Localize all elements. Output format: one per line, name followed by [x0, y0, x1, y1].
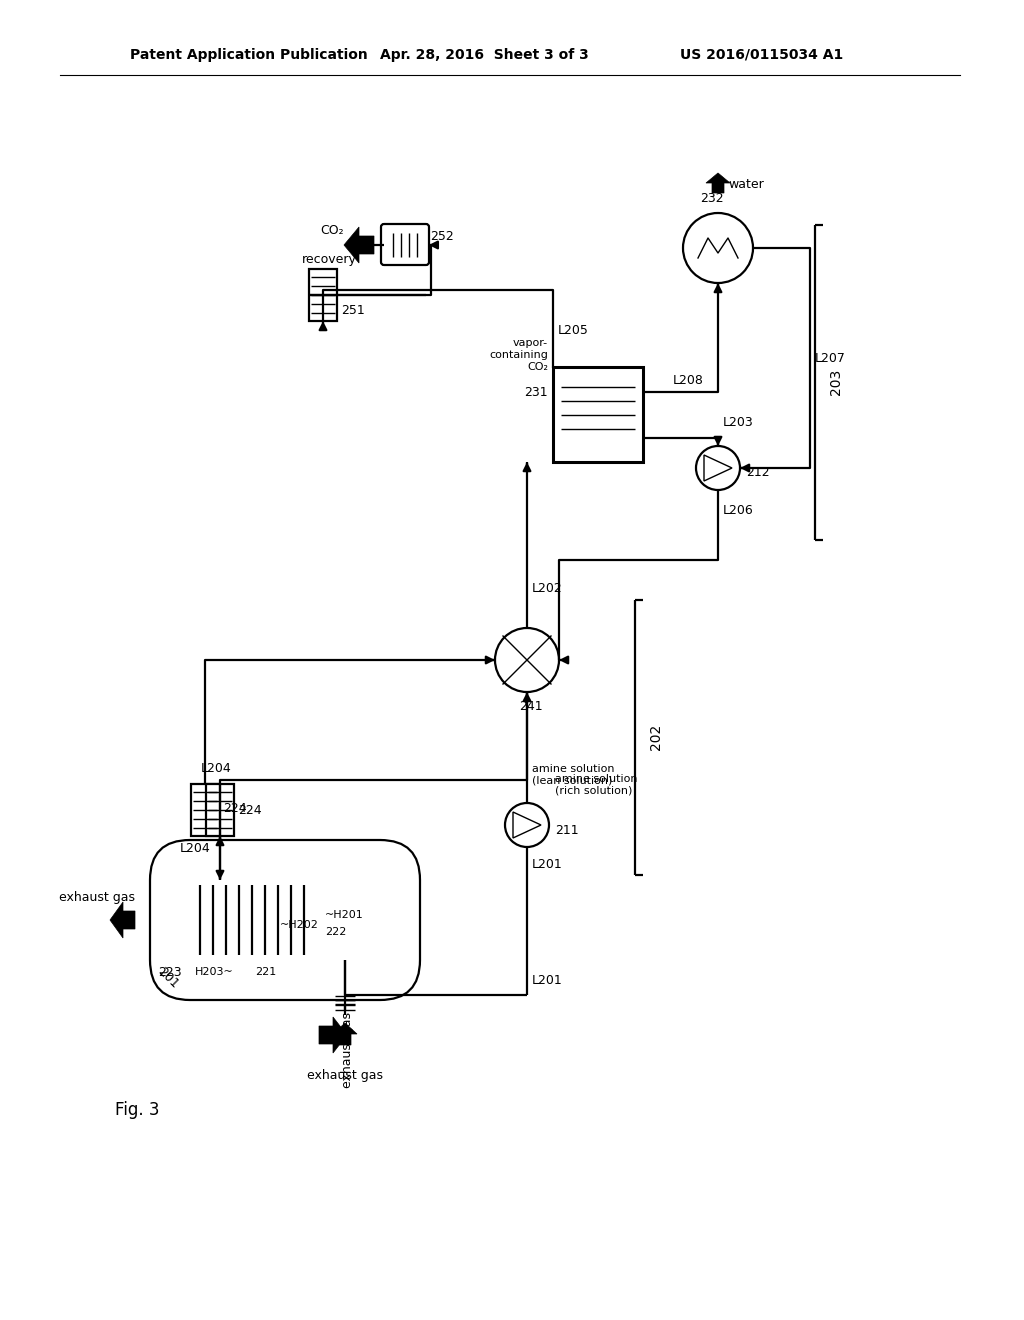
Text: 212: 212: [746, 466, 770, 479]
Text: recovery: recovery: [301, 253, 356, 267]
Text: water: water: [728, 178, 764, 191]
Text: exhaust gas: exhaust gas: [341, 1012, 354, 1088]
Bar: [553, 367, 643, 462]
Text: vapor-
containing
CO₂: vapor- containing CO₂: [489, 338, 548, 372]
Text: H203~: H203~: [195, 968, 233, 977]
Bar: [309, 269, 337, 321]
Text: amine solution
(lean solution): amine solution (lean solution): [532, 764, 614, 785]
Polygon shape: [706, 173, 730, 193]
Text: 232: 232: [700, 193, 724, 206]
Text: 203: 203: [829, 368, 843, 395]
Text: Fig. 3: Fig. 3: [115, 1101, 160, 1119]
Text: US 2016/0115034 A1: US 2016/0115034 A1: [680, 48, 843, 62]
Text: L207: L207: [815, 351, 846, 364]
Text: L206: L206: [723, 503, 754, 516]
Bar: [191, 784, 219, 836]
Text: CO₂: CO₂: [321, 223, 344, 236]
Text: Patent Application Publication: Patent Application Publication: [130, 48, 368, 62]
Text: 201: 201: [155, 965, 181, 991]
Circle shape: [683, 213, 753, 282]
Text: 224: 224: [238, 804, 261, 817]
Text: 241: 241: [519, 700, 543, 713]
Text: 223: 223: [159, 965, 182, 978]
Polygon shape: [333, 1023, 357, 1045]
Text: amine solution
(rich solution): amine solution (rich solution): [555, 775, 638, 796]
Polygon shape: [110, 902, 135, 939]
Text: 221: 221: [255, 968, 276, 977]
Text: L203: L203: [723, 417, 754, 429]
Circle shape: [505, 803, 549, 847]
Bar: [206, 784, 234, 836]
Text: Apr. 28, 2016  Sheet 3 of 3: Apr. 28, 2016 Sheet 3 of 3: [380, 48, 589, 62]
Text: 251: 251: [341, 305, 365, 318]
Polygon shape: [513, 812, 541, 838]
FancyBboxPatch shape: [381, 224, 429, 265]
Text: 211: 211: [555, 824, 579, 837]
FancyBboxPatch shape: [150, 840, 420, 1001]
Text: 202: 202: [649, 723, 663, 750]
Polygon shape: [344, 227, 374, 263]
Circle shape: [495, 628, 559, 692]
Text: 222: 222: [325, 927, 346, 937]
Polygon shape: [319, 1016, 347, 1053]
Text: exhaust gas: exhaust gas: [59, 891, 135, 904]
Text: L205: L205: [558, 323, 589, 337]
Text: 224: 224: [223, 801, 247, 814]
Text: L201: L201: [532, 974, 563, 986]
Text: L202: L202: [532, 582, 563, 594]
Circle shape: [696, 446, 740, 490]
Text: L208: L208: [673, 374, 703, 387]
Text: ~H202: ~H202: [280, 920, 318, 931]
Text: ~H201: ~H201: [325, 909, 364, 920]
Text: L204: L204: [179, 842, 210, 854]
Text: L201: L201: [532, 858, 563, 871]
Text: 252: 252: [430, 231, 454, 243]
Text: 231: 231: [524, 385, 548, 399]
Text: exhaust gas: exhaust gas: [307, 1068, 383, 1081]
Text: L204: L204: [201, 763, 231, 776]
Polygon shape: [705, 455, 732, 480]
